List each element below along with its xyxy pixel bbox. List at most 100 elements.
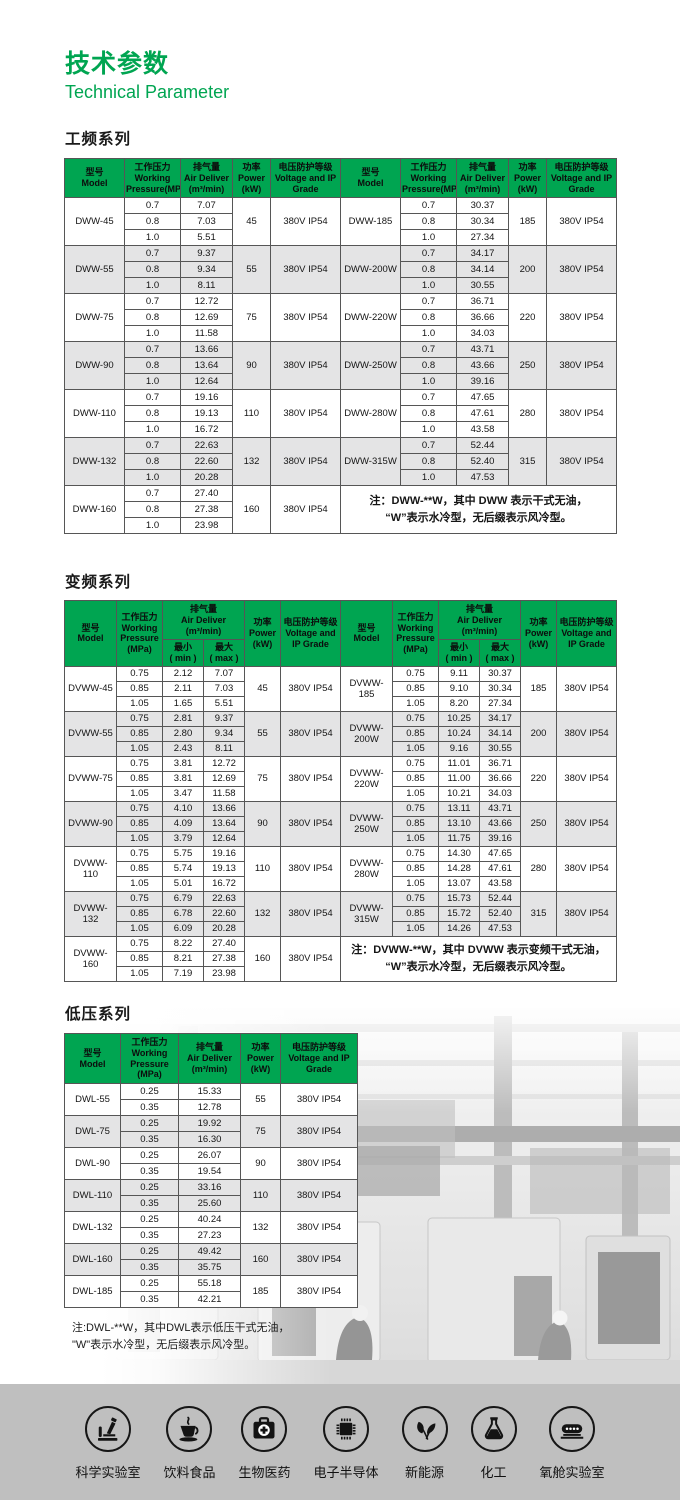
pressure-cell: 0.35 [120, 1163, 179, 1181]
pressure-cell: 0.85 [116, 770, 163, 787]
header-ip-grade: 电压防护等级 Voltage and IP Grade [556, 600, 617, 667]
model-cell: DVWW-132 [64, 890, 117, 937]
air-min-cell: 2.81 [162, 710, 204, 727]
model-cell: DWL-75 [64, 1115, 121, 1149]
air-max-cell: 13.64 [203, 815, 245, 832]
ip-grade-cell: 380V IP54 [270, 245, 341, 295]
air-min-cell: 11.75 [438, 830, 480, 847]
air-min-cell: 2.12 [162, 665, 204, 682]
power-cell: 90 [232, 341, 271, 391]
air-max-cell: 30.34 [479, 680, 521, 697]
air-max-cell: 22.63 [203, 890, 245, 907]
air-deliver-cell: 52.44 [456, 437, 509, 455]
air-min-cell: 7.19 [162, 965, 204, 982]
pressure-cell: 0.85 [116, 950, 163, 967]
pressure-cell: 1.05 [392, 830, 439, 847]
air-deliver-cell: 43.58 [456, 421, 509, 439]
air-max-cell: 7.03 [203, 680, 245, 697]
leaves-icon [401, 1406, 448, 1452]
air-min-cell: 3.81 [162, 755, 204, 772]
coffee-cup-icon [166, 1406, 213, 1452]
air-min-cell: 8.22 [162, 935, 204, 952]
pressure-cell: 0.75 [116, 665, 163, 682]
air-max-cell: 34.03 [479, 785, 521, 802]
air-deliver-cell: 15.33 [178, 1083, 241, 1101]
power-cell: 160 [232, 485, 271, 535]
pressure-cell: 0.7 [124, 197, 181, 215]
pressure-cell: 0.75 [116, 845, 163, 862]
ip-grade-cell: 380V IP54 [556, 800, 617, 847]
air-max-cell: 36.71 [479, 755, 521, 772]
air-max-cell: 22.60 [203, 905, 245, 922]
power-cell: 280 [508, 389, 547, 439]
air-min-cell: 10.21 [438, 785, 480, 802]
air-deliver-cell: 20.28 [180, 469, 233, 487]
air-deliver-cell: 30.34 [456, 213, 509, 231]
pressure-cell: 0.85 [116, 860, 163, 877]
pressure-cell: 0.8 [124, 405, 181, 423]
air-deliver-cell: 47.53 [456, 469, 509, 487]
pressure-cell: 0.8 [400, 453, 457, 471]
pressure-cell: 0.75 [116, 800, 163, 817]
air-max-cell: 43.71 [479, 800, 521, 817]
header-ip-grade: 电压防护等级 Voltage and IP Grade [546, 157, 617, 199]
air-min-cell: 14.30 [438, 845, 480, 862]
page-title: 技术参数 [65, 50, 170, 78]
ip-grade-cell: 380V IP54 [280, 1179, 358, 1213]
ip-grade-cell: 380V IP54 [280, 890, 341, 937]
air-min-cell: 5.01 [162, 875, 204, 892]
pressure-cell: 1.0 [124, 373, 181, 391]
air-deliver-cell: 22.60 [180, 453, 233, 471]
header-model: 型号 Model [64, 157, 125, 199]
ip-grade-cell: 380V IP54 [270, 485, 341, 535]
air-deliver-cell: 16.72 [180, 421, 233, 439]
air-deliver-cell: 19.13 [180, 405, 233, 423]
pressure-cell: 1.05 [392, 785, 439, 802]
air-min-cell: 3.79 [162, 830, 204, 847]
ip-grade-cell: 380V IP54 [280, 845, 341, 892]
power-cell: 110 [240, 1179, 281, 1213]
air-deliver-cell: 27.40 [180, 485, 233, 503]
header-air-min: 最小 ( min ) [438, 639, 480, 667]
header-air-min: 最小 ( min ) [162, 639, 204, 667]
low-pressure-note: 注:DWL-**W，其中DWL表示低压干式无油， "W"表示水冷型，无后缀表示风… [72, 1322, 290, 1352]
model-cell: DVWW-110 [64, 845, 117, 892]
pressure-cell: 1.05 [116, 695, 163, 712]
ip-grade-cell: 380V IP54 [280, 1083, 358, 1117]
header-working-pressure: 工作压力 Working Pressure (MPa) [116, 600, 163, 667]
ip-grade-cell: 380V IP54 [546, 437, 617, 487]
model-cell: DWW-185 [340, 197, 401, 247]
model-cell: DWW-132 [64, 437, 125, 487]
air-deliver-cell: 36.71 [456, 293, 509, 311]
pressure-cell: 1.05 [392, 920, 439, 937]
pressure-cell: 0.7 [400, 197, 457, 215]
pressure-cell: 0.8 [124, 213, 181, 231]
application-new-energy: 新能源 [401, 1406, 448, 1481]
air-deliver-cell: 40.24 [178, 1211, 241, 1229]
model-cell: DWW-110 [64, 389, 125, 439]
pressure-cell: 1.0 [400, 277, 457, 295]
pressure-cell: 1.0 [124, 229, 181, 247]
pressure-cell: 0.75 [392, 845, 439, 862]
header-air-deliver: 排气量 Air Deliver (m³/min) [438, 599, 521, 641]
application-beverage-food: 饮料食品 [163, 1406, 215, 1481]
ip-grade-cell: 380V IP54 [280, 1211, 358, 1245]
page-subtitle: Technical Parameter [65, 82, 230, 102]
header-ip-grade: 电压防护等级 Voltage and IP Grade [270, 157, 341, 199]
ip-grade-cell: 380V IP54 [280, 1275, 358, 1309]
air-deliver-cell: 7.07 [180, 197, 233, 215]
air-deliver-cell: 12.69 [180, 309, 233, 327]
application-label: 电子半导体 [313, 1465, 379, 1480]
ip-grade-cell: 380V IP54 [546, 197, 617, 247]
model-cell: DVWW-200W [340, 710, 393, 757]
pressure-cell: 0.35 [120, 1099, 179, 1117]
table-note: 注：DWW-**W，其中 DWW 表示干式无油， “W”表示水冷型，无后缀表示风… [340, 485, 617, 535]
model-cell: DWL-90 [64, 1147, 121, 1181]
air-deliver-cell: 27.38 [180, 501, 233, 519]
pressure-cell: 0.25 [120, 1243, 179, 1261]
air-deliver-cell: 36.66 [456, 309, 509, 327]
power-cell: 110 [244, 845, 281, 892]
pressure-cell: 0.8 [124, 261, 181, 279]
air-deliver-cell: 30.37 [456, 197, 509, 215]
